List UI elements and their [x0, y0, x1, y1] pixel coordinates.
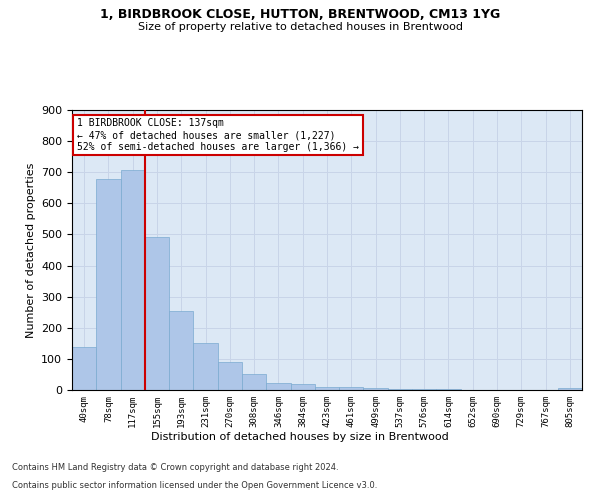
Y-axis label: Number of detached properties: Number of detached properties [26, 162, 35, 338]
Bar [388, 389, 412, 390]
Text: Distribution of detached houses by size in Brentwood: Distribution of detached houses by size … [151, 432, 449, 442]
Bar [72, 348, 96, 390]
Bar [315, 387, 339, 390]
Bar [169, 312, 193, 390]
Bar [364, 388, 388, 390]
Bar [266, 383, 290, 390]
Bar [193, 344, 218, 390]
Bar [242, 374, 266, 390]
Bar [145, 236, 169, 390]
Bar [290, 384, 315, 390]
Bar [218, 362, 242, 390]
Bar [339, 387, 364, 390]
Bar [121, 170, 145, 390]
Text: Contains HM Land Registry data © Crown copyright and database right 2024.: Contains HM Land Registry data © Crown c… [12, 464, 338, 472]
Text: 1 BIRDBROOK CLOSE: 137sqm
← 47% of detached houses are smaller (1,227)
52% of se: 1 BIRDBROOK CLOSE: 137sqm ← 47% of detac… [77, 118, 359, 152]
Bar [558, 388, 582, 390]
Text: Size of property relative to detached houses in Brentwood: Size of property relative to detached ho… [137, 22, 463, 32]
Bar [412, 389, 436, 390]
Text: Contains public sector information licensed under the Open Government Licence v3: Contains public sector information licen… [12, 481, 377, 490]
Text: 1, BIRDBROOK CLOSE, HUTTON, BRENTWOOD, CM13 1YG: 1, BIRDBROOK CLOSE, HUTTON, BRENTWOOD, C… [100, 8, 500, 20]
Bar [96, 180, 121, 390]
